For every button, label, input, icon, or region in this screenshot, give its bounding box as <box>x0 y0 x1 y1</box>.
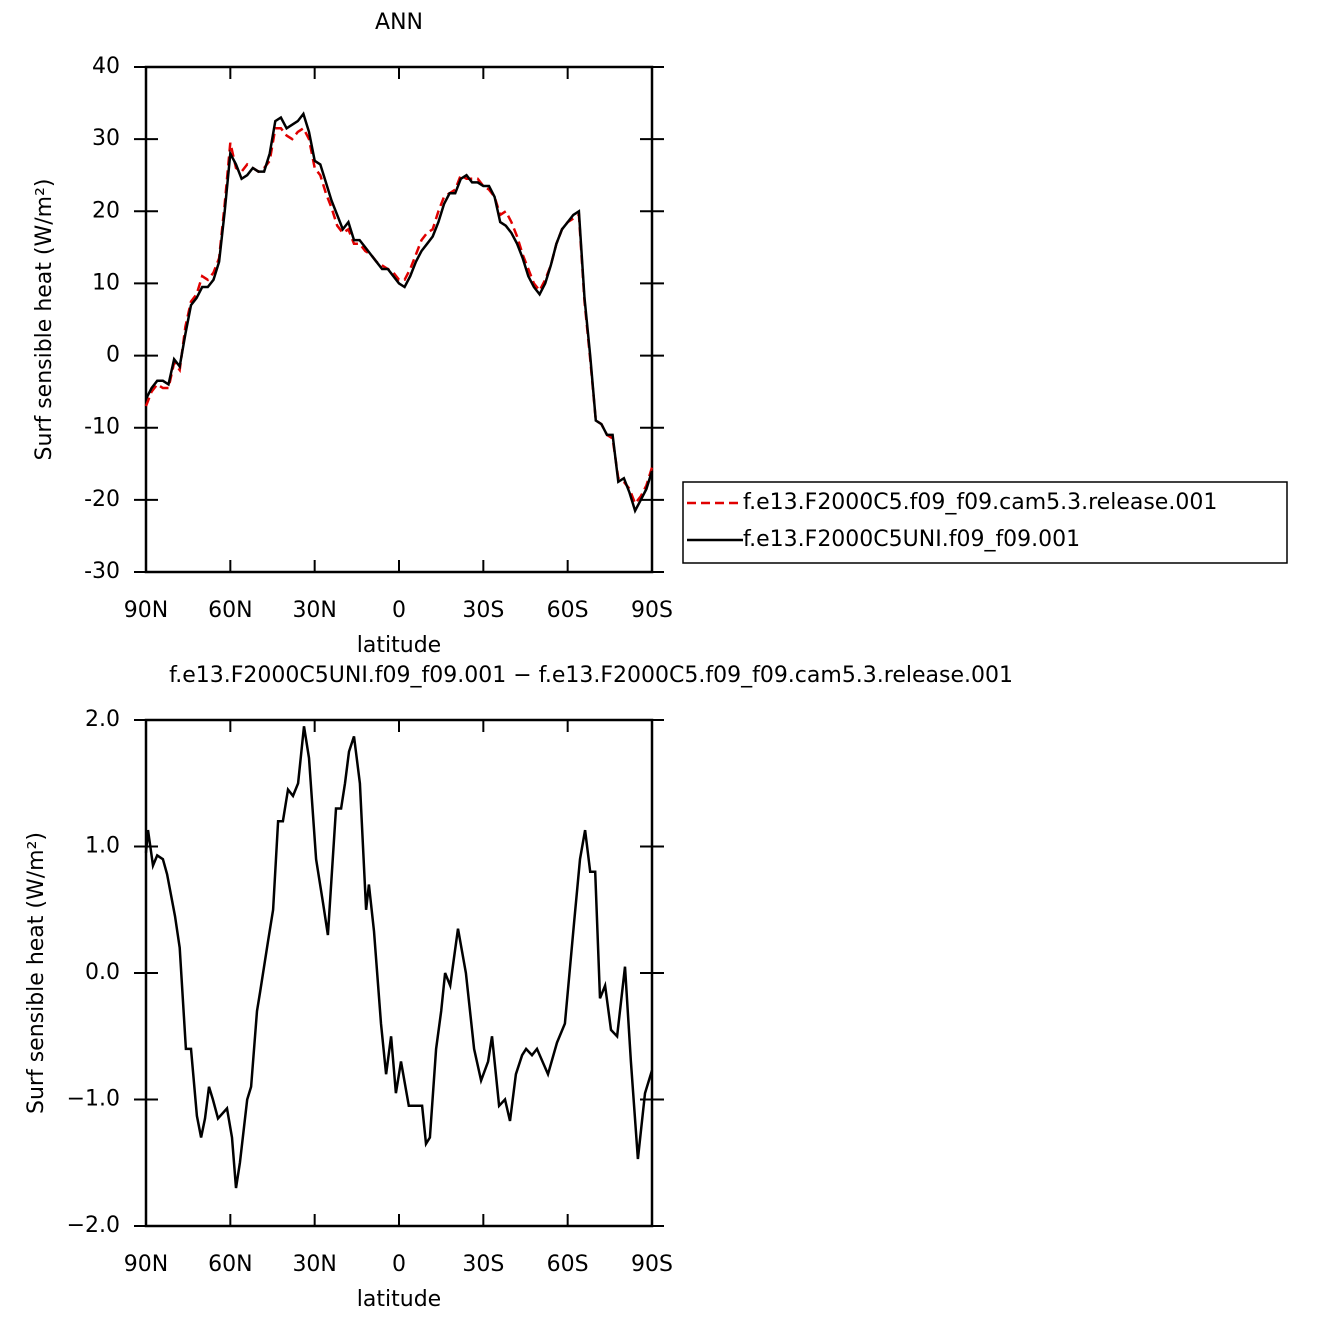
x-tick-label: 60S <box>547 1252 589 1277</box>
x-tick-label: 30N <box>292 1252 336 1277</box>
y-tick-label: −2.0 <box>67 1213 120 1238</box>
legend-box <box>682 481 1288 564</box>
data-line <box>144 111 654 514</box>
x-tick-label: 60N <box>208 598 252 623</box>
x-tick-label: 60N <box>208 1252 252 1277</box>
data-line <box>144 126 654 506</box>
y-tick-label: −1.0 <box>67 1087 120 1112</box>
y-tick-label: 0.0 <box>85 960 120 985</box>
x-tick-label: 90S <box>631 598 673 623</box>
x-tick-label: 60S <box>547 598 589 623</box>
y-tick-label: 20 <box>92 198 120 223</box>
plot-frame <box>144 718 654 1228</box>
x-axis-label: latitude <box>357 633 441 658</box>
y-tick-label: 40 <box>92 54 120 79</box>
x-tick-label: 30N <box>292 598 336 623</box>
x-tick-label: 90N <box>124 1252 168 1277</box>
y-axis-label: Surf sensible heat (W/m²) <box>24 832 49 1114</box>
y-tick-label: 30 <box>92 126 120 151</box>
x-tick-label: 0 <box>392 1252 406 1277</box>
data-line <box>144 726 654 1189</box>
x-axis-label: latitude <box>357 1287 441 1312</box>
y-tick-label: 10 <box>92 270 120 295</box>
y-tick-label: -10 <box>84 415 120 440</box>
y-tick-label: -30 <box>84 559 120 584</box>
y-tick-label: 0 <box>106 343 120 368</box>
x-tick-label: 90S <box>631 1252 673 1277</box>
y-tick-label: 1.0 <box>85 834 120 859</box>
x-tick-label: 30S <box>462 1252 504 1277</box>
y-axis-label: Surf sensible heat (W/m²) <box>32 179 57 461</box>
legend-label: f.e13.F2000C5UNI.f09_f09.001 <box>743 527 1080 552</box>
chart-title: f.e13.F2000C5UNI.f09_f09.001 − f.e13.F20… <box>169 663 1013 688</box>
y-tick-label: 2.0 <box>85 707 120 732</box>
y-tick-label: -20 <box>84 487 120 512</box>
x-tick-label: 90N <box>124 598 168 623</box>
x-tick-label: 30S <box>462 598 504 623</box>
plot-frame <box>144 65 654 574</box>
legend-label: f.e13.F2000C5.f09_f09.cam5.3.release.001 <box>743 490 1217 515</box>
x-tick-label: 0 <box>392 598 406 623</box>
chart-title: ANN <box>375 10 423 35</box>
